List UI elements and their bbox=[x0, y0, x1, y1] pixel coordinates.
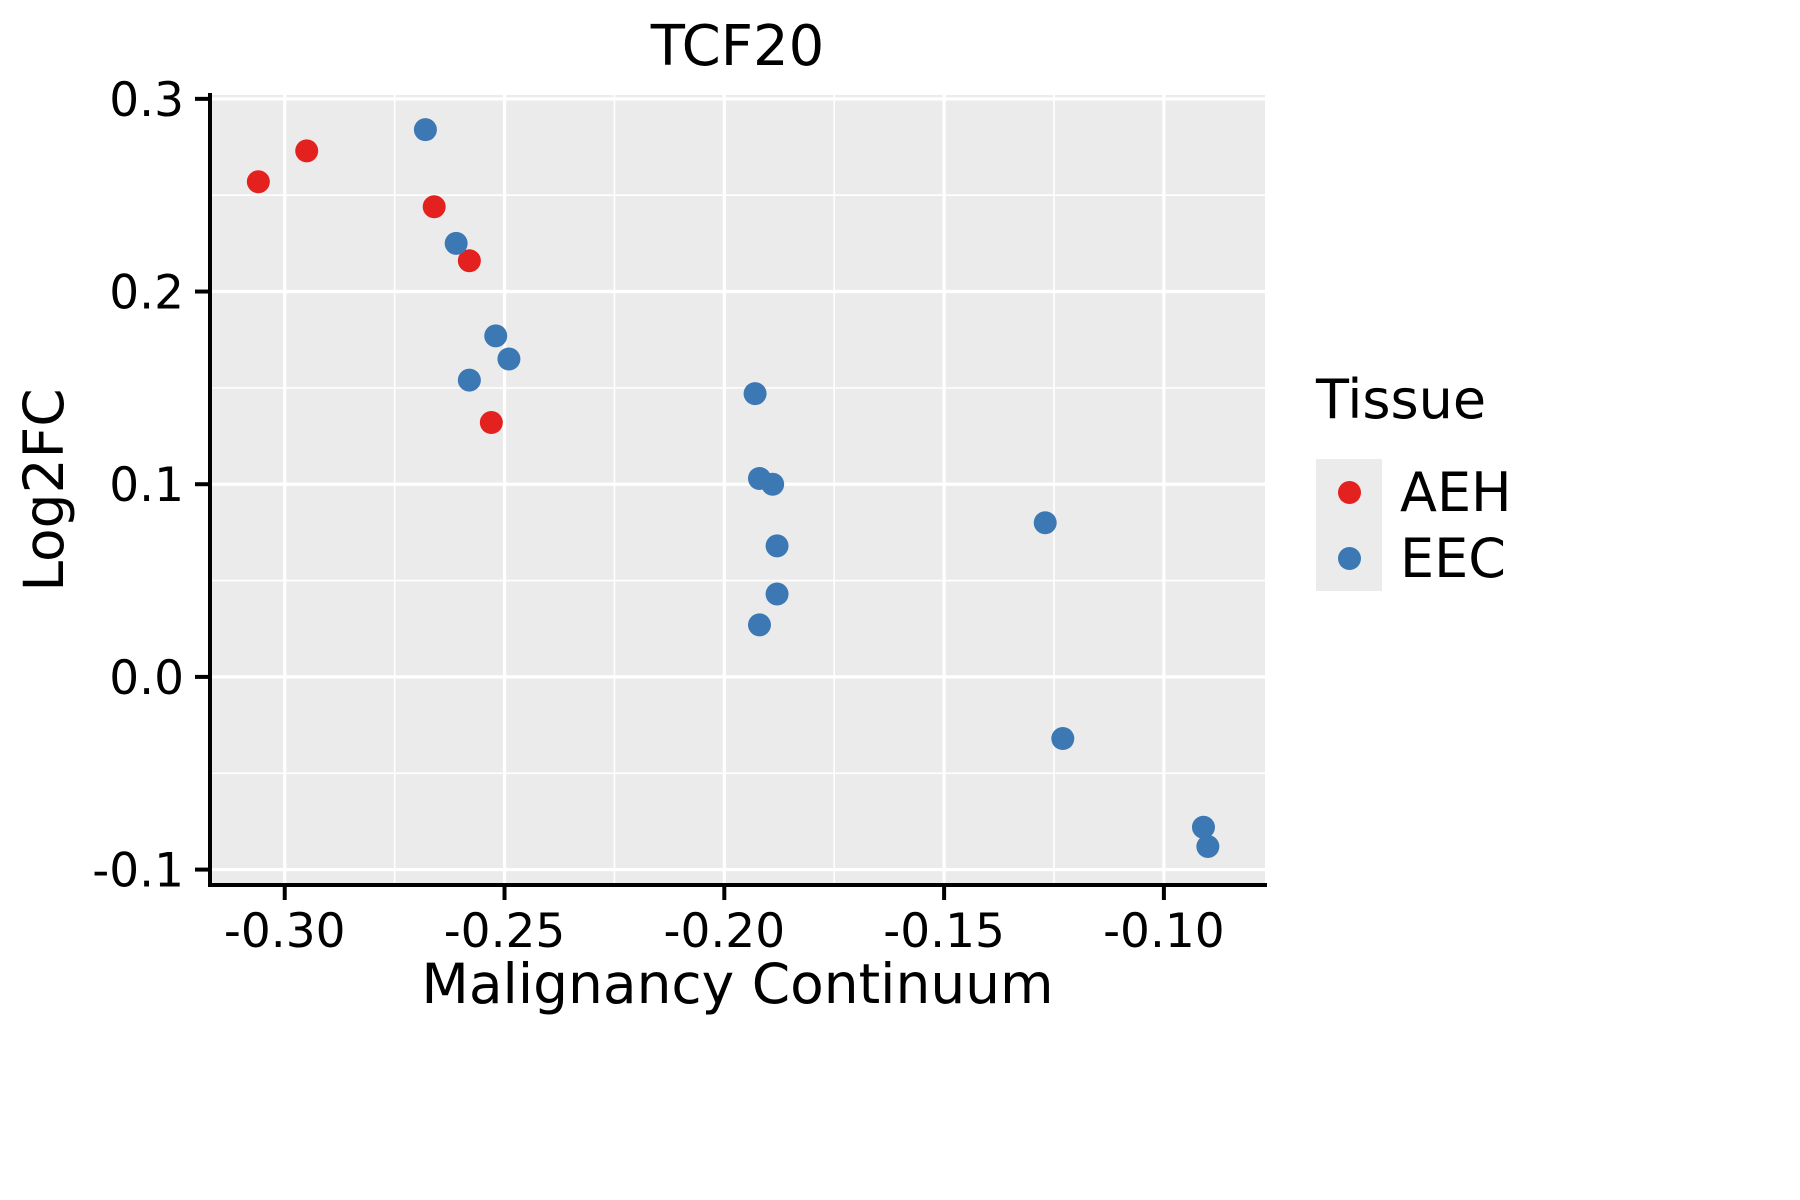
chart-title: TCF20 bbox=[650, 14, 825, 79]
data-point-aeh bbox=[295, 139, 319, 163]
legend-label-eec: EEC bbox=[1400, 526, 1506, 590]
legend: Tissue AEH EEC bbox=[1316, 368, 1512, 591]
data-point-eec bbox=[1051, 727, 1075, 751]
plot-panel bbox=[210, 95, 1265, 885]
data-point-aeh bbox=[457, 249, 481, 273]
legend-title: Tissue bbox=[1316, 368, 1487, 431]
y-axis-label: Log2FC bbox=[12, 388, 76, 592]
y-tick-label: 0.2 bbox=[109, 266, 184, 321]
x-tick-label: -0.20 bbox=[664, 904, 786, 959]
y-tick-label: 0.0 bbox=[109, 651, 184, 706]
data-point-eec bbox=[484, 324, 508, 348]
x-tick-label: -0.30 bbox=[224, 904, 346, 959]
legend-label-aeh: AEH bbox=[1400, 460, 1512, 524]
data-point-eec bbox=[1033, 511, 1057, 535]
x-tick-label: -0.25 bbox=[444, 904, 566, 959]
data-point-eec bbox=[413, 118, 437, 142]
data-point-eec bbox=[1196, 834, 1220, 858]
legend-key-eec bbox=[1316, 525, 1382, 591]
legend-item-aeh: AEH bbox=[1316, 459, 1512, 525]
data-point-eec bbox=[497, 347, 521, 371]
x-tick-label: -0.10 bbox=[1103, 904, 1225, 959]
x-tick-label: -0.15 bbox=[883, 904, 1005, 959]
data-point-eec bbox=[1191, 815, 1215, 839]
data-point-eec bbox=[743, 382, 767, 406]
data-point-aeh bbox=[246, 170, 270, 194]
y-tick-label: -0.1 bbox=[92, 844, 184, 899]
y-tick-label: 0.3 bbox=[109, 73, 184, 128]
data-point-eec bbox=[765, 582, 789, 606]
y-tick-label: 0.1 bbox=[109, 458, 184, 513]
x-axis-label: Malignancy Continuum bbox=[421, 952, 1054, 1016]
data-point-eec bbox=[761, 472, 785, 496]
eec-point-icon bbox=[1337, 546, 1361, 570]
data-point-aeh bbox=[422, 195, 446, 219]
data-point-eec bbox=[457, 368, 481, 392]
legend-key-aeh bbox=[1316, 459, 1382, 525]
data-point-eec bbox=[747, 613, 771, 637]
data-point-eec bbox=[444, 231, 468, 255]
aeh-point-icon bbox=[1337, 480, 1361, 504]
data-point-eec bbox=[765, 534, 789, 558]
legend-item-eec: EEC bbox=[1316, 525, 1512, 591]
data-point-aeh bbox=[479, 411, 503, 435]
